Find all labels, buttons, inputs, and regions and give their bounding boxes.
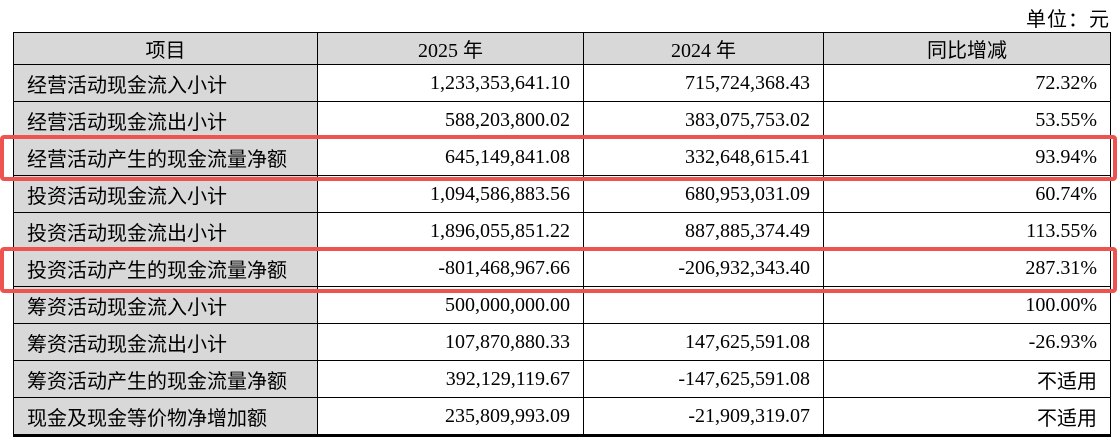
value-2025-cell: 235,809,993.09 [317,397,584,437]
change-cell: -26.93% [823,323,1111,361]
value-2024-cell: 383,075,753.02 [583,101,824,139]
table-row: 经营活动现金流出小计 588,203,800.02 383,075,753.02… [13,101,1111,139]
table-row: 投资活动现金流入小计 1,094,586,883.56 680,953,031.… [13,175,1111,213]
unit-label: 单位：元 [1026,9,1110,31]
table-row-highlighted-operating-net: 经营活动产生的现金流量净额 645,149,841.08 332,648,615… [13,138,1111,176]
column-header-2024: 2024 年 [583,32,824,65]
item-cell: 投资活动现金流入小计 [13,175,318,213]
item-cell: 现金及现金等价物净增加额 [13,397,318,437]
value-2024-cell [583,286,824,324]
table-row: 筹资活动产生的现金流量净额 392,129,119.67 -147,625,59… [13,360,1111,398]
change-cell: 53.55% [823,101,1111,139]
value-2025-cell: 500,000,000.00 [317,286,584,324]
change-cell: 287.31% [823,249,1111,287]
value-2024-cell: 887,885,374.49 [583,212,824,250]
value-2025-cell: 588,203,800.02 [317,101,584,139]
item-cell: 经营活动产生的现金流量净额 [13,138,318,176]
value-2025-cell: 392,129,119.67 [317,360,584,398]
value-2024-cell: 715,724,368.43 [583,64,824,102]
change-cell: 不适用 [823,397,1111,437]
change-cell: 60.74% [823,175,1111,213]
item-cell: 经营活动现金流入小计 [13,64,318,102]
change-cell: 不适用 [823,360,1111,398]
change-cell: 93.94% [823,138,1111,176]
item-cell: 经营活动现金流出小计 [13,101,318,139]
value-2025-cell: 107,870,880.33 [317,323,584,361]
item-cell: 筹资活动现金流出小计 [13,323,318,361]
change-cell: 72.32% [823,64,1111,102]
table-row: 筹资活动现金流出小计 107,870,880.33 147,625,591.08… [13,323,1111,361]
table-row: 现金及现金等价物净增加额 235,809,993.09 -21,909,319.… [13,397,1111,437]
value-2025-cell: 1,896,055,851.22 [317,212,584,250]
value-2024-cell: 680,953,031.09 [583,175,824,213]
value-2025-cell: 645,149,841.08 [317,138,584,176]
value-2025-cell: -801,468,967.66 [317,249,584,287]
value-2025-cell: 1,233,353,641.10 [317,64,584,102]
column-header-change: 同比增减 [823,32,1111,65]
cash-flow-table: 项目 2025 年 2024 年 同比增减 经营活动现金流入小计 1,233,3… [13,32,1111,437]
table-row: 筹资活动现金流入小计 500,000,000.00 100.00% [13,286,1111,324]
item-cell: 投资活动现金流出小计 [13,212,318,250]
value-2024-cell: -147,625,591.08 [583,360,824,398]
value-2024-cell: -206,932,343.40 [583,249,824,287]
item-cell: 筹资活动现金流入小计 [13,286,318,324]
value-2024-cell: 332,648,615.41 [583,138,824,176]
table-row: 经营活动现金流入小计 1,233,353,641.10 715,724,368.… [13,64,1111,102]
table-row: 投资活动现金流出小计 1,896,055,851.22 887,885,374.… [13,212,1111,250]
value-2025-cell: 1,094,586,883.56 [317,175,584,213]
table-row-highlighted-investing-net: 投资活动产生的现金流量净额 -801,468,967.66 -206,932,3… [13,249,1111,287]
item-cell: 投资活动产生的现金流量净额 [13,249,318,287]
change-cell: 100.00% [823,286,1111,324]
table-header-row: 项目 2025 年 2024 年 同比增减 [13,32,1111,65]
item-cell: 筹资活动产生的现金流量净额 [13,360,318,398]
column-header-2025: 2025 年 [317,32,584,65]
value-2024-cell: -21,909,319.07 [583,397,824,437]
column-header-item: 项目 [13,32,318,65]
value-2024-cell: 147,625,591.08 [583,323,824,361]
change-cell: 113.55% [823,212,1111,250]
